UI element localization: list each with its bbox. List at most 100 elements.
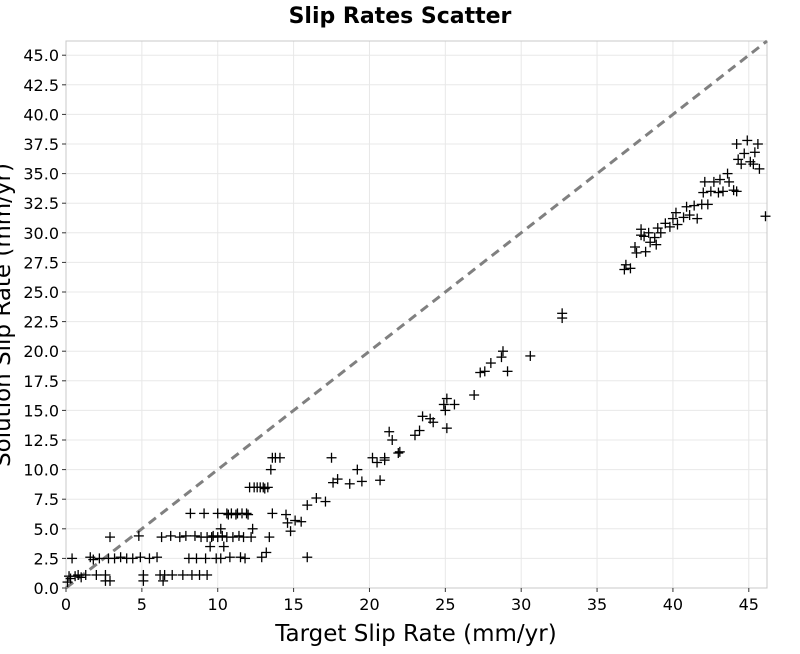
data-point xyxy=(649,232,660,243)
data-point xyxy=(367,452,378,463)
data-point xyxy=(290,515,301,526)
data-point xyxy=(384,426,395,437)
data-point xyxy=(91,569,102,580)
data-point xyxy=(152,552,163,563)
data-point xyxy=(475,367,486,378)
data-point xyxy=(240,553,251,564)
data-point xyxy=(502,366,513,377)
y-tick-label: 40.0 xyxy=(23,105,59,124)
y-tick-label: 20.0 xyxy=(23,342,59,361)
data-point xyxy=(625,263,636,274)
data-point xyxy=(274,452,285,463)
data-point xyxy=(282,517,293,528)
data-point xyxy=(417,411,428,422)
data-point xyxy=(352,464,363,475)
data-point xyxy=(393,448,404,459)
y-tick-label: 25.0 xyxy=(23,283,59,302)
data-point xyxy=(332,474,343,485)
data-point xyxy=(525,350,536,361)
data-point xyxy=(189,530,200,541)
y-tick-label: 12.5 xyxy=(23,431,59,450)
y-tick-label: 22.5 xyxy=(23,313,59,332)
data-point xyxy=(485,358,496,369)
data-point xyxy=(449,399,460,410)
data-point xyxy=(387,435,398,446)
reference-line-y-equals-x xyxy=(65,39,768,590)
data-point xyxy=(264,532,275,543)
data-point xyxy=(135,552,146,563)
y-tick-label: 17.5 xyxy=(23,372,59,391)
x-axis-ticks: 0 5 10 15 20 25 30 35 40 45 xyxy=(61,588,759,614)
data-point xyxy=(100,569,111,580)
data-point xyxy=(731,186,742,197)
data-point xyxy=(684,210,695,221)
data-point xyxy=(717,186,728,197)
data-point xyxy=(702,199,713,210)
data-point xyxy=(731,139,742,150)
data-point xyxy=(670,207,681,218)
data-point xyxy=(375,475,386,486)
data-point xyxy=(80,569,91,580)
data-point xyxy=(428,417,439,428)
data-point xyxy=(655,227,666,238)
data-point xyxy=(247,523,258,534)
data-point xyxy=(265,464,276,475)
x-tick-label: 35 xyxy=(587,595,607,614)
data-point xyxy=(267,508,278,519)
data-point xyxy=(241,508,252,519)
plot-area-frame xyxy=(65,40,768,589)
y-tick-label: 45.0 xyxy=(23,46,59,65)
data-point xyxy=(205,541,216,552)
x-tick-label: 0 xyxy=(61,595,71,614)
data-point xyxy=(302,552,313,563)
x-tick-label: 30 xyxy=(511,595,531,614)
data-point xyxy=(479,366,490,377)
x-tick-label: 15 xyxy=(283,595,303,614)
data-point xyxy=(651,239,662,250)
data-point xyxy=(261,547,272,558)
data-point xyxy=(199,508,210,519)
data-point xyxy=(760,211,771,222)
data-point xyxy=(749,147,760,158)
data-point xyxy=(699,176,710,187)
x-tick-label: 40 xyxy=(663,595,683,614)
data-point xyxy=(724,176,735,187)
data-point xyxy=(441,393,452,404)
data-point xyxy=(692,213,703,224)
data-point xyxy=(224,552,235,563)
data-point xyxy=(177,569,188,580)
y-tick-label: 5.0 xyxy=(34,520,59,539)
data-point xyxy=(230,509,241,520)
y-tick-label: 15.0 xyxy=(23,401,59,420)
data-point xyxy=(88,554,99,565)
data-point xyxy=(180,530,191,541)
x-tick-label: 25 xyxy=(435,595,455,614)
data-point xyxy=(631,247,642,258)
data-point xyxy=(438,399,449,410)
data-point xyxy=(202,569,213,580)
data-point xyxy=(705,186,716,197)
y-tick-label: 0.0 xyxy=(34,579,59,598)
data-point xyxy=(217,530,228,541)
data-point xyxy=(739,148,750,159)
y-tick-label: 37.5 xyxy=(23,135,59,154)
data-point xyxy=(667,213,678,224)
data-point xyxy=(414,425,425,436)
data-point xyxy=(133,530,144,541)
data-point xyxy=(105,532,116,543)
data-point xyxy=(440,405,451,416)
data-point xyxy=(65,573,76,584)
data-point xyxy=(742,135,753,146)
data-point xyxy=(356,476,367,487)
data-point xyxy=(708,176,719,187)
data-point xyxy=(212,532,223,543)
x-tick-label: 10 xyxy=(208,595,228,614)
data-point xyxy=(640,246,651,257)
data-point xyxy=(344,478,355,489)
data-point xyxy=(215,523,226,534)
data-point xyxy=(714,174,725,185)
data-point xyxy=(215,553,226,564)
data-point xyxy=(281,509,292,520)
